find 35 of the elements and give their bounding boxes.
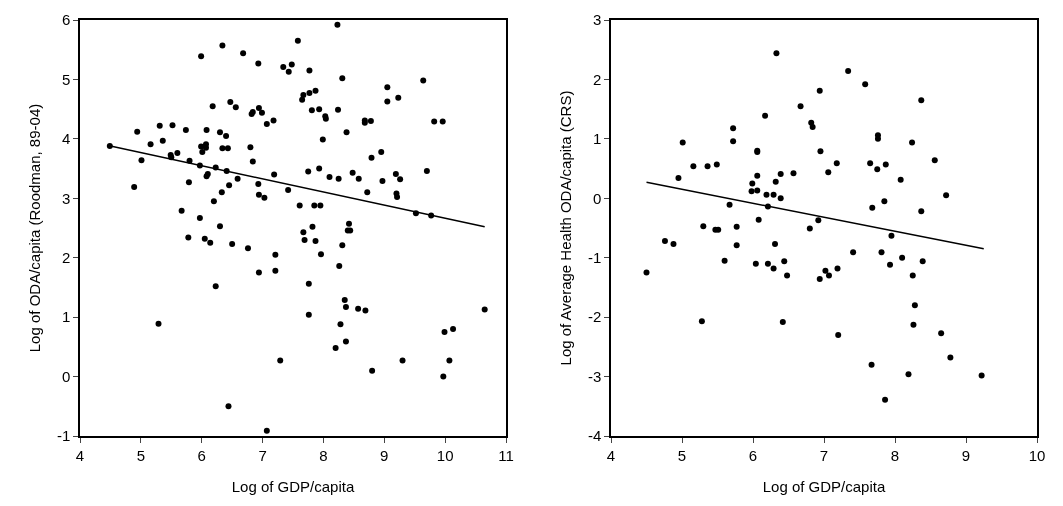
y-tick-label: 2 (592, 70, 602, 88)
y-axis-title: Log of ODA/capita (Roodman, 89-04) (25, 103, 43, 353)
x-tick-label: 8 (890, 446, 900, 464)
x-tick-label: 7 (258, 446, 267, 464)
x-tick-label: 6 (748, 446, 758, 464)
y-tick-label: 3 (61, 189, 71, 207)
y-tick-label: 2 (61, 248, 71, 266)
x-tick-label: 8 (319, 446, 328, 464)
x-tick-label: 10 (436, 446, 454, 464)
x-tick-label: 5 (677, 446, 687, 464)
y-tick-label: 5 (61, 70, 71, 88)
y-tick-label: 0 (592, 189, 602, 207)
x-tick-label: 7 (819, 446, 829, 464)
x-axis-title: Log of GDP/capita (762, 477, 886, 495)
y-tick-label: -3 (587, 367, 602, 385)
x-tick-label: 9 (380, 446, 389, 464)
x-tick-label: 6 (197, 446, 206, 464)
y-tick-label: -1 (587, 248, 602, 266)
x-tick-label: 4 (75, 446, 85, 464)
y-tick-label: 6 (61, 11, 71, 29)
x-tick-label: 11 (498, 446, 514, 464)
y-tick-label: 3 (592, 11, 602, 29)
x-tick-label: 10 (1028, 446, 1046, 464)
y-tick-label: 1 (61, 308, 71, 326)
y-tick-label: 1 (592, 130, 602, 148)
x-tick-label: 9 (961, 446, 971, 464)
y-tick-label: -1 (56, 427, 71, 445)
y-tick-label: 0 (61, 367, 71, 385)
y-tick-label: -2 (587, 308, 602, 326)
x-tick-label: 4 (606, 446, 616, 464)
y-axis-title: Log of Average Health ODA/capita (CRS) (556, 90, 574, 366)
x-axis-title: Log of GDP/capita (231, 477, 355, 495)
y-tick-label: -4 (587, 427, 602, 445)
x-tick-label: 5 (136, 446, 146, 464)
y-tick-label: 4 (61, 130, 71, 148)
